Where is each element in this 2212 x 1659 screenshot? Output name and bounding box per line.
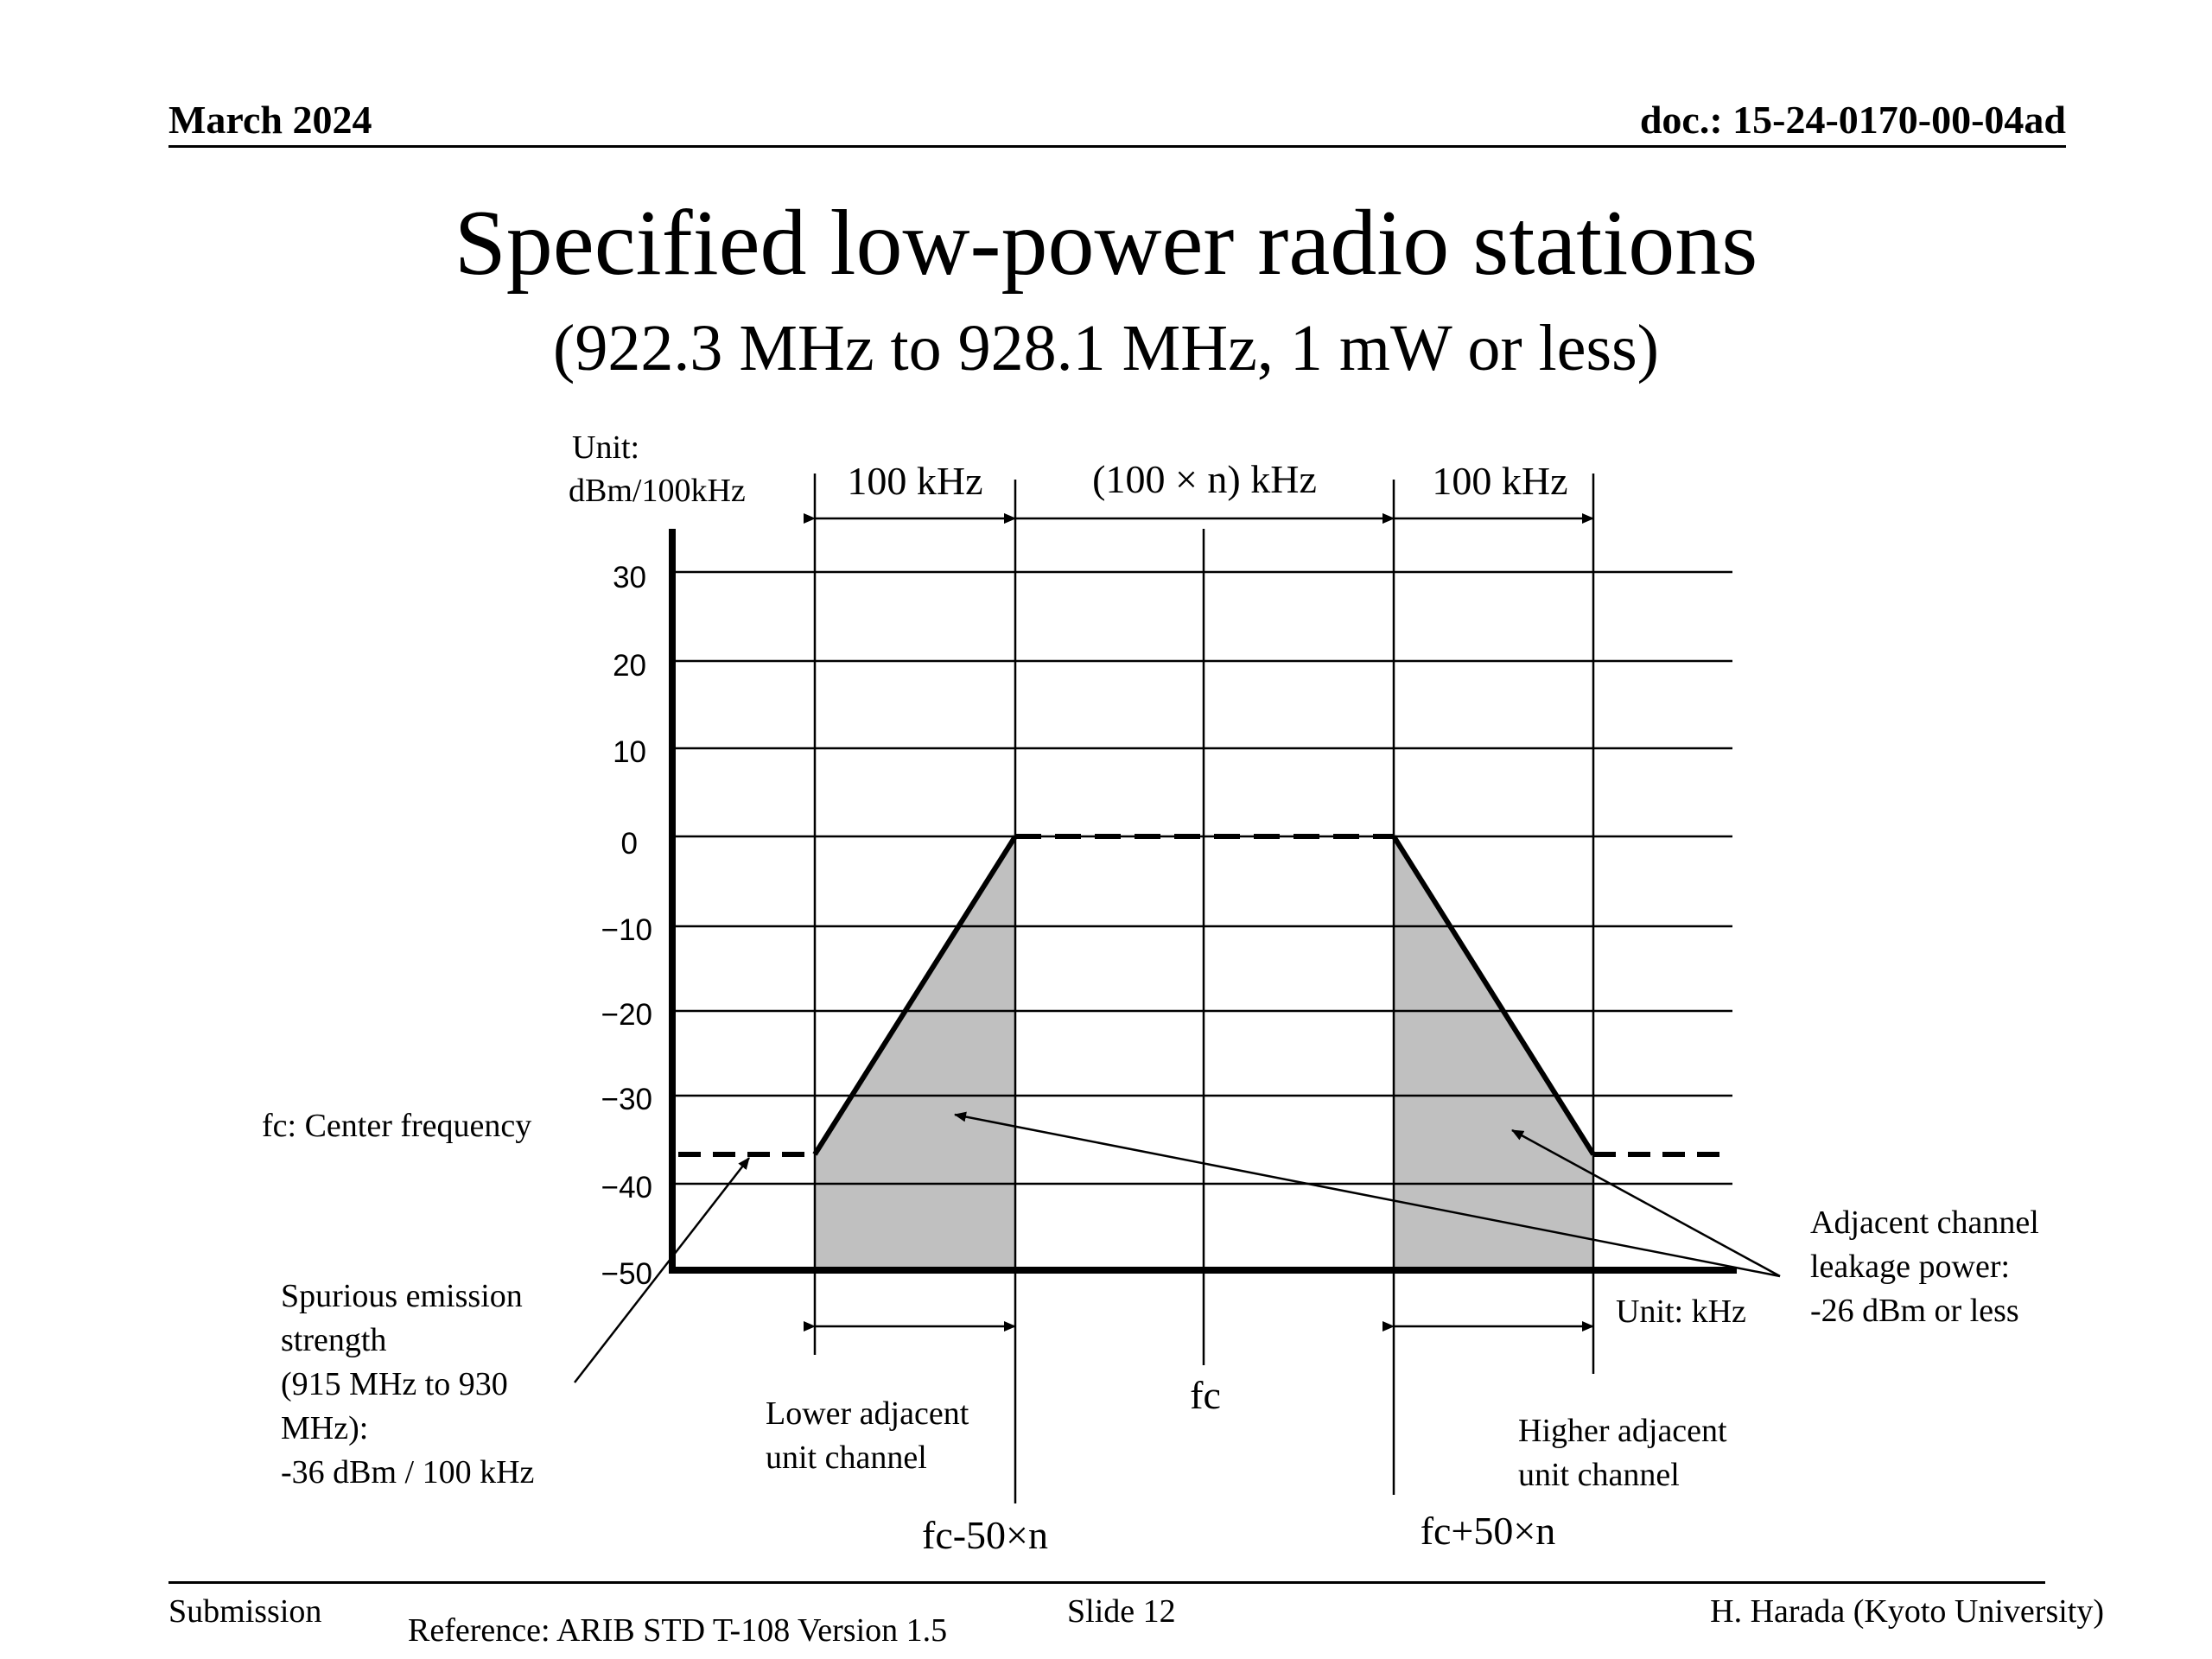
lower-adjacent-shade: [815, 836, 1015, 1270]
lower-channel-line: Lower adjacent: [766, 1395, 969, 1432]
y-tick-label: −40: [601, 1171, 652, 1205]
spurious-note-line: Spurious emission: [281, 1278, 523, 1314]
spurious-emission-note: Spurious emission strength (915 MHz to 9…: [281, 1278, 534, 1491]
adjacent-leakage-note: Adjacent channel leakage power: -26 dBm …: [1810, 1205, 2039, 1329]
y-tick-label: 20: [613, 649, 646, 683]
header-date: March 2024: [168, 98, 372, 142]
y-unit-label-line2: dBm/100kHz: [569, 473, 746, 509]
y-unit-label-line1: Unit:: [572, 429, 639, 466]
lower-bandwidth-label: 100 kHz: [847, 459, 982, 503]
adjacent-note-line: -26 dBm or less: [1810, 1293, 2019, 1329]
mask-rise-edge: [812, 835, 1018, 1156]
x-unit-label: Unit: kHz: [1616, 1294, 1746, 1330]
upper-bandwidth-label: 100 kHz: [1432, 459, 1567, 503]
footer-slide-number: Slide 12: [1067, 1593, 1176, 1630]
footer-author: H. Harada (Kyoto University): [1710, 1593, 2104, 1630]
y-tick-label: −30: [601, 1083, 652, 1116]
y-tick-label: 30: [613, 561, 646, 594]
higher-adjacent-shade: [1394, 836, 1593, 1270]
y-tick-label: −10: [601, 913, 652, 947]
lower-channel-note: Lower adjacent unit channel: [766, 1395, 969, 1476]
footer-rule: [168, 1581, 2045, 1584]
footer-reference: Reference: ARIB STD T-108 Version 1.5: [408, 1612, 948, 1649]
adjacent-note-line: leakage power:: [1810, 1249, 2010, 1285]
y-tick-label: −20: [601, 998, 652, 1032]
fc-plus-label: fc+50×n: [1421, 1509, 1556, 1553]
y-tick-label: 10: [613, 735, 646, 769]
y-tick-label: −50: [601, 1257, 652, 1291]
y-tick-label: 0: [621, 827, 638, 861]
adjacent-note-line: Adjacent channel: [1810, 1205, 2039, 1241]
spurious-note-line: strength: [281, 1322, 386, 1358]
footer-submission: Submission: [168, 1593, 322, 1630]
center-bandwidth-label: (100 × n) kHz: [1092, 457, 1317, 501]
header-doc-id: doc.: 15-24-0170-00-04ad: [1639, 98, 2066, 142]
slide-title: Specified low-power radio stations: [454, 192, 1758, 295]
higher-channel-note: Higher adjacent unit channel: [1518, 1413, 1727, 1493]
spurious-note-line: (915 MHz to 930: [281, 1366, 508, 1402]
grid-lines: [672, 570, 1732, 1185]
spurious-note-line: MHz):: [281, 1410, 368, 1446]
fc-label: fc: [1190, 1373, 1221, 1417]
higher-channel-line: Higher adjacent: [1518, 1413, 1727, 1449]
fc-minus-label: fc-50×n: [922, 1513, 1048, 1557]
slide-subtitle: (922.3 MHz to 928.1 MHz, 1 mW or less): [553, 312, 1659, 385]
higher-channel-line: unit channel: [1518, 1457, 1680, 1493]
y-tick-labels: 30 20 10 0 −10 −20 −30 −40 −50: [601, 561, 652, 1291]
annotation-arrows: [574, 1111, 1781, 1383]
lower-channel-line: unit channel: [766, 1440, 927, 1476]
center-frequency-note: fc: Center frequency: [262, 1108, 531, 1144]
mask-fall-edge: [1391, 835, 1596, 1156]
header-rule: [168, 145, 2066, 148]
spurious-note-line: -36 dBm / 100 kHz: [281, 1454, 534, 1491]
